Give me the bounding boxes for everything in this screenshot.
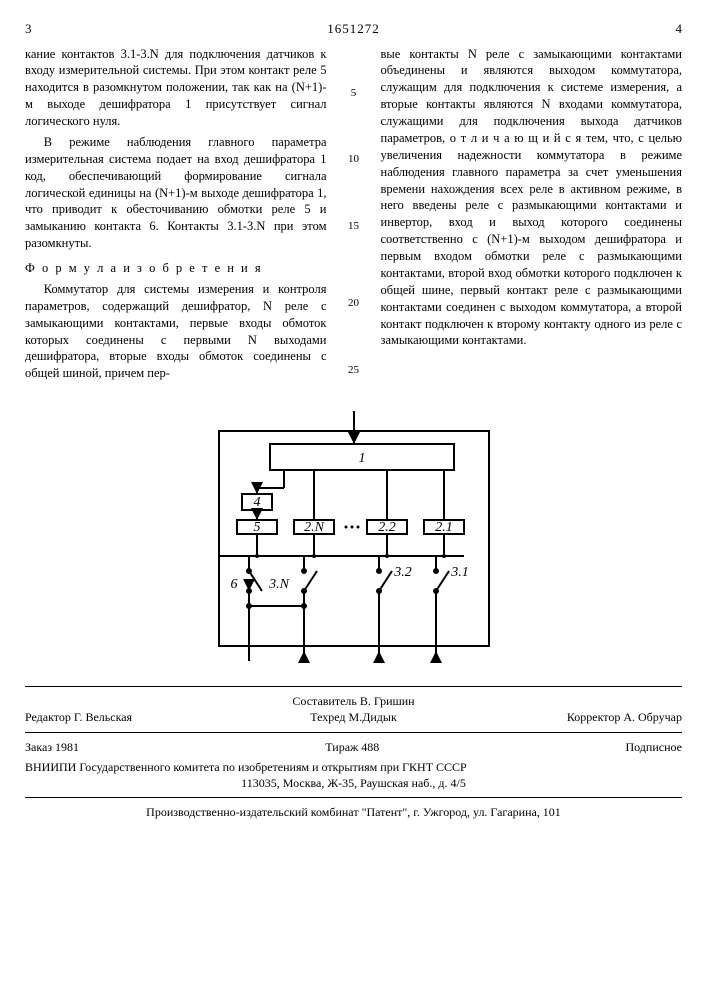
left-p1: кание контактов 3.1-3.N для подключения … [25, 46, 327, 130]
footer-order-row: Заказ 1981 Тираж 488 Подписное [25, 739, 682, 755]
producer: Производственно-издательский комбинат "П… [25, 804, 682, 820]
line-num: 5 [345, 86, 363, 101]
svg-text:2.N: 2.N [304, 520, 325, 535]
tirazh: Тираж 488 [325, 739, 379, 755]
svg-text:2.2: 2.2 [378, 520, 396, 535]
document-number: 1651272 [50, 20, 657, 38]
body-columns: кание контактов 3.1-3.N для подключения … [25, 46, 682, 387]
page-number-right: 4 [657, 20, 682, 38]
left-p2: В режиме наблюдения главного параметра и… [25, 134, 327, 252]
page-number-left: 3 [25, 20, 50, 38]
svg-text:3.N: 3.N [268, 577, 290, 592]
line-numbers: 5 10 15 20 25 [345, 46, 363, 387]
svg-text:4: 4 [253, 495, 260, 510]
circuit-diagram: 1 4 5 2.N 2.2 2.1 6 3.N 3.2 3.1 [25, 406, 682, 666]
subscription: Подписное [625, 739, 682, 755]
svg-text:1: 1 [358, 451, 365, 466]
svg-text:3.1: 3.1 [450, 565, 469, 580]
formula-title: Ф о р м у л а и з о б р е т е н и я [25, 260, 327, 277]
line-num: 20 [345, 296, 363, 311]
composer: Составитель В. Гришин [25, 693, 682, 709]
footer: Составитель В. Гришин Редактор Г. Вельск… [25, 686, 682, 820]
svg-text:5: 5 [253, 520, 260, 535]
header: 3 1651272 4 [25, 20, 682, 38]
left-column: кание контактов 3.1-3.N для подключения … [25, 46, 327, 387]
techred: Техред М.Дидык [225, 709, 482, 725]
vniipi-line1: ВНИИПИ Государственного комитета по изоб… [25, 759, 682, 775]
line-num: 15 [345, 219, 363, 234]
right-p1: вые контакты N реле с замыкающими контак… [381, 46, 683, 350]
svg-text:2.1: 2.1 [435, 520, 453, 535]
editor: Редактор Г. Вельская [25, 709, 225, 725]
line-num: 10 [345, 152, 363, 167]
left-p3: Коммутатор для системы измерения и контр… [25, 281, 327, 382]
order: Заказ 1981 [25, 739, 79, 755]
vniipi-line2: 113035, Москва, Ж-35, Раушская наб., д. … [25, 775, 682, 791]
footer-credits: Редактор Г. Вельская Техред М.Дидык Корр… [25, 709, 682, 725]
line-num: 25 [345, 363, 363, 378]
svg-text:3.2: 3.2 [393, 565, 412, 580]
svg-text:6: 6 [230, 577, 237, 592]
corrector: Корректор А. Обручар [482, 709, 682, 725]
right-column: вые контакты N реле с замыкающими контак… [381, 46, 683, 387]
